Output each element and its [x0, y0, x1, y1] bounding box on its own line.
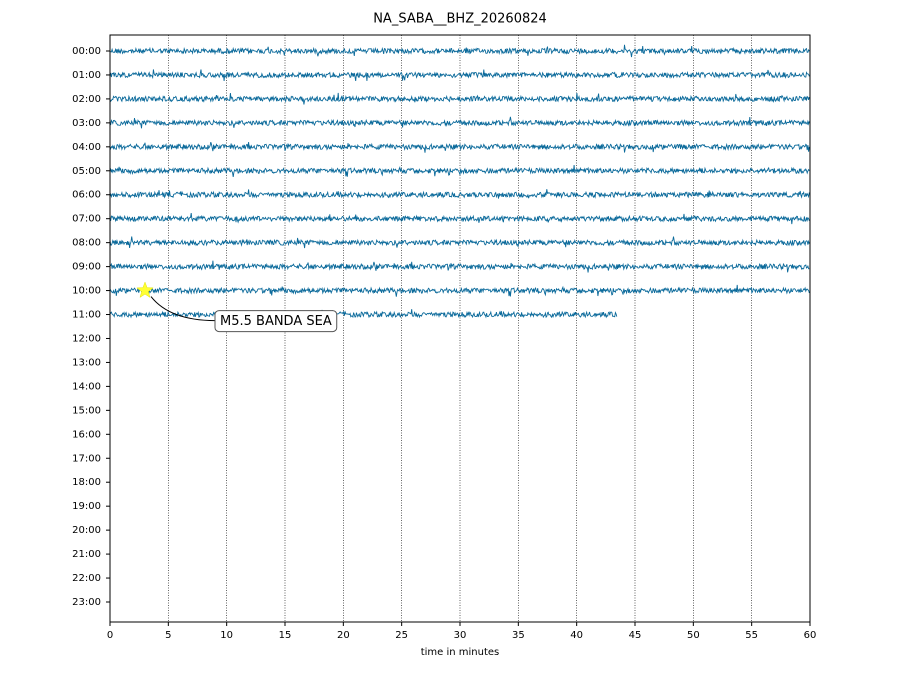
- y-tick-label: 09:00: [72, 262, 101, 273]
- y-tick-label: 07:00: [72, 214, 101, 225]
- trace: [109, 116, 810, 129]
- y-tick-label: 13:00: [72, 357, 101, 368]
- trace: [109, 260, 810, 273]
- y-tick-label: 17:00: [72, 453, 101, 464]
- x-tick-label: 40: [570, 630, 583, 641]
- y-tick-label: 10:00: [72, 286, 101, 297]
- x-tick-label: 30: [454, 630, 467, 641]
- y-tick-label: 15:00: [72, 405, 101, 416]
- trace: [109, 44, 810, 58]
- y-tick-label: 04:00: [72, 142, 101, 153]
- trace: [109, 141, 810, 153]
- x-tick-label: 50: [687, 630, 700, 641]
- y-tick-label: 08:00: [72, 238, 101, 249]
- trace: [109, 92, 810, 105]
- x-axis-label: time in minutes: [421, 647, 500, 658]
- y-tick-label: 16:00: [72, 429, 101, 440]
- y-tick-label: 05:00: [72, 166, 101, 177]
- y-tick-label: 19:00: [72, 501, 101, 512]
- y-tick-label: 03:00: [72, 118, 101, 129]
- x-tick-label: 55: [745, 630, 758, 641]
- trace: [109, 189, 810, 199]
- x-tick-label: 20: [337, 630, 350, 641]
- x-tick-label: 60: [804, 630, 817, 641]
- plot-frame: [109, 34, 811, 623]
- y-tick-label: 20:00: [72, 525, 101, 536]
- y-tick-label: 23:00: [72, 597, 101, 608]
- x-tick-label: 35: [512, 630, 525, 641]
- y-tick-label: 22:00: [72, 573, 101, 584]
- trace: [109, 284, 810, 297]
- trace: [109, 236, 810, 249]
- chart-title: NA_SABA__BHZ_20260824: [373, 12, 547, 27]
- trace: [109, 213, 810, 225]
- x-tick-label: 5: [165, 630, 171, 641]
- x-tick-label: 0: [107, 630, 113, 641]
- annotation-text: M5.5 BANDA SEA: [220, 314, 332, 329]
- trace: [109, 69, 810, 81]
- y-tick-label: 21:00: [72, 549, 101, 560]
- y-tick-label: 18:00: [72, 477, 101, 488]
- x-tick-label: 10: [220, 630, 233, 641]
- x-tick-label: 25: [395, 630, 408, 641]
- y-tick-label: 02:00: [72, 94, 101, 105]
- x-tick-label: 15: [279, 630, 292, 641]
- y-tick-label: 00:00: [72, 46, 101, 57]
- y-tick-label: 14:00: [72, 381, 101, 392]
- annotation-box: [214, 310, 338, 333]
- trace: [109, 165, 810, 177]
- annotation-arrow: [150, 296, 216, 322]
- x-tick-label: 45: [629, 630, 642, 641]
- y-tick-label: 01:00: [72, 70, 101, 81]
- event-star: [136, 281, 154, 298]
- y-tick-label: 11:00: [72, 310, 101, 321]
- y-tick-label: 06:00: [72, 190, 101, 201]
- trace: [109, 309, 618, 319]
- y-tick-label: 12:00: [72, 333, 101, 344]
